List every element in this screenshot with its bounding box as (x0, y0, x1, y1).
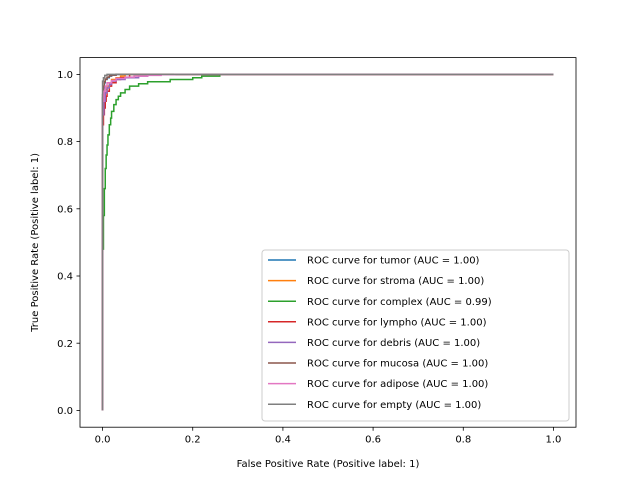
y-axis-label: True Positive Rate (Positive label: 1) (30, 153, 41, 333)
y-tick-label: 0.8 (57, 137, 73, 148)
y-tick-label: 1.0 (57, 70, 73, 81)
x-tick-label: 0.0 (95, 435, 111, 446)
legend-label: ROC curve for complex (AUC = 0.99) (307, 297, 492, 308)
x-tick-label: 0.8 (455, 435, 471, 446)
x-tick-label: 0.4 (275, 435, 291, 446)
x-tick-label: 1.0 (546, 435, 562, 446)
roc-curve-2 (101, 73, 554, 411)
legend-label: ROC curve for debris (AUC = 1.00) (307, 338, 480, 349)
x-axis-ticks: 0.0 0.2 0.4 0.6 0.8 1.0 (95, 427, 562, 446)
roc-curve-6 (101, 73, 554, 411)
legend: ROC curve for tumor (AUC = 1.00) ROC curv… (261, 249, 570, 422)
y-tick-label: 0.6 (57, 204, 73, 215)
legend-label: ROC curve for lympho (AUC = 1.00) (307, 317, 487, 328)
legend-label: ROC curve for mucosa (AUC = 1.00) (307, 359, 488, 370)
legend-label: ROC curve for tumor (AUC = 1.00) (307, 256, 480, 267)
roc-curve-7 (101, 73, 554, 411)
legend-label: ROC curve for empty (AUC = 1.00) (307, 400, 481, 411)
y-axis-ticks: 0.0 0.2 0.4 0.6 0.8 1.0 (57, 70, 80, 417)
x-axis-label: False Positive Rate (Positive label: 1) (237, 459, 420, 470)
legend-label: ROC curve for stroma (AUC = 1.00) (307, 276, 484, 287)
y-tick-label: 0.4 (57, 272, 73, 283)
y-tick-label: 0.0 (57, 406, 73, 417)
series-layer (101, 73, 554, 411)
x-tick-label: 0.6 (365, 435, 381, 446)
x-tick-label: 0.2 (185, 435, 201, 446)
legend-frame (261, 249, 570, 422)
y-tick-label: 0.2 (57, 339, 73, 350)
plot-frame (79, 57, 577, 428)
legend-label: ROC curve for adipose (AUC = 1.00) (307, 379, 488, 390)
